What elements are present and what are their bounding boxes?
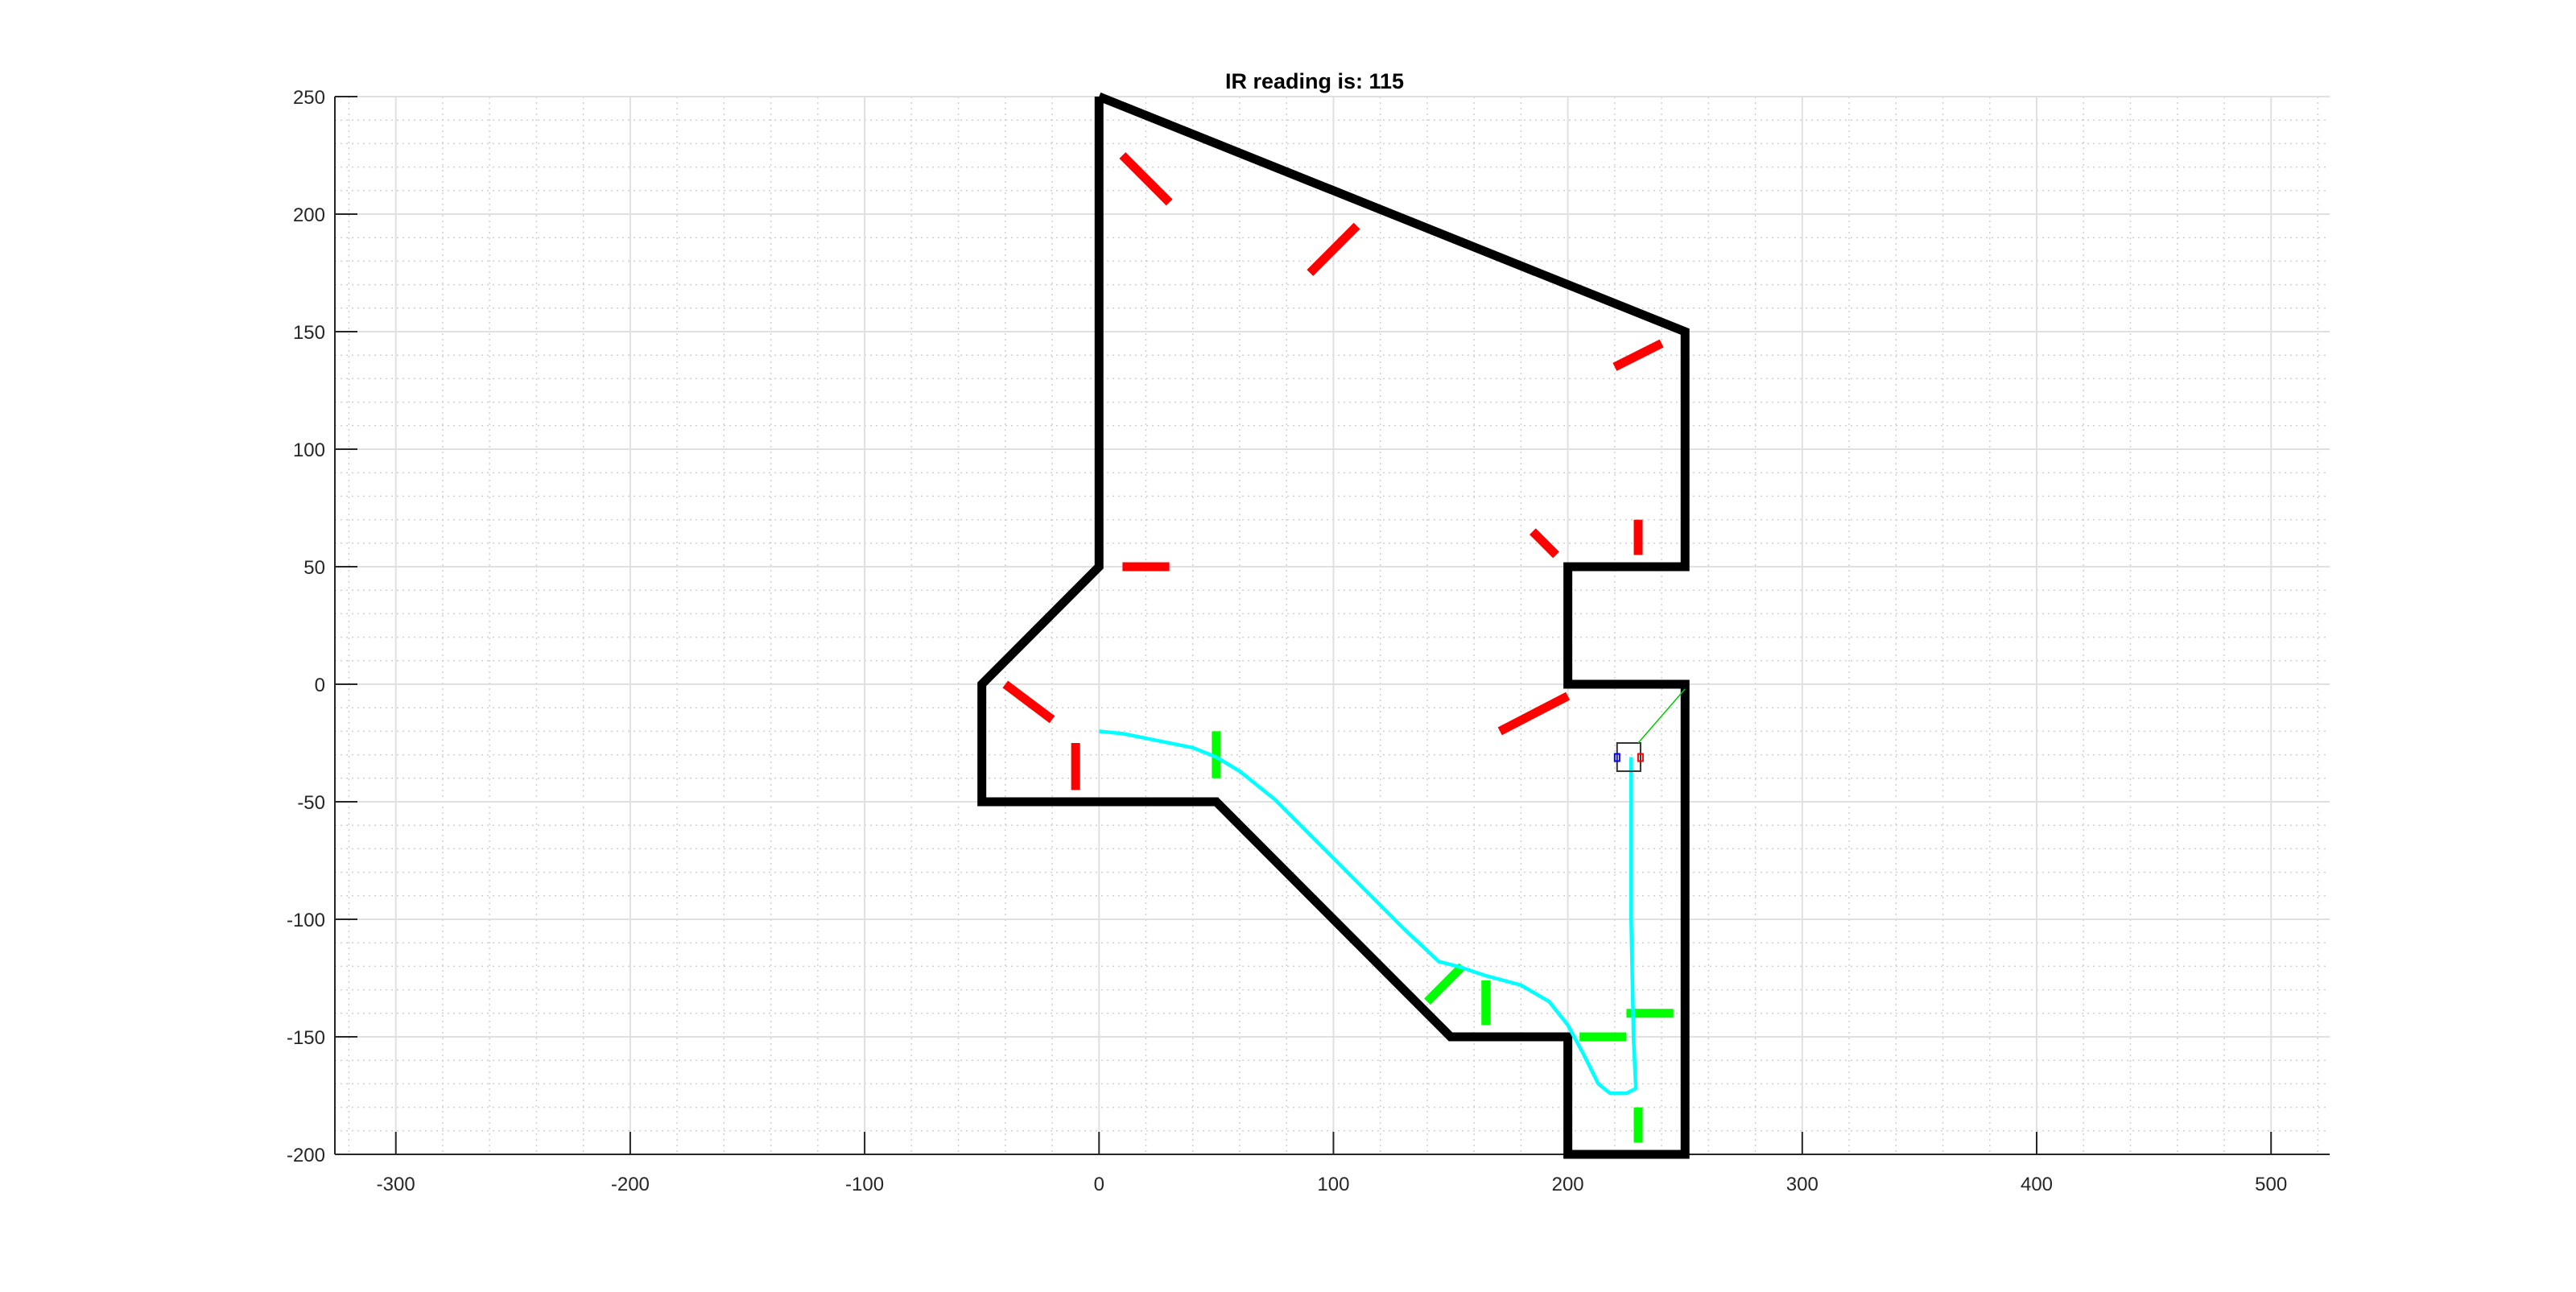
red-obstacle-segment xyxy=(1612,339,1664,371)
red-obstacle-segment xyxy=(1530,528,1559,559)
y-tick-label: -200 xyxy=(287,1145,325,1166)
y-tick-label: -50 xyxy=(297,792,325,814)
x-tick-label: 500 xyxy=(2255,1174,2287,1195)
red-obstacle-segment xyxy=(1002,680,1055,724)
green-marker-segment xyxy=(1424,963,1466,1005)
y-tick-label: 0 xyxy=(315,675,325,696)
robot-left-wheel xyxy=(1613,753,1620,762)
plot-content xyxy=(977,92,1690,1159)
y-tick-label: 200 xyxy=(293,204,325,226)
robot-path xyxy=(1099,729,1638,1096)
robot-body xyxy=(1616,742,1641,773)
grid xyxy=(334,96,2330,1155)
red-obstacle-segment xyxy=(1307,222,1360,276)
x-tick-label: -300 xyxy=(377,1174,415,1195)
robot-right-wheel xyxy=(1637,753,1644,762)
red-obstacle-segment xyxy=(1119,152,1173,206)
y-tick-label: 250 xyxy=(293,87,325,109)
y-tick-label: -100 xyxy=(287,910,325,931)
tick-labels: -300 -200 -100 0 100 200 300 400 500-200-150-100… xyxy=(287,87,2287,1195)
red-obstacle-segment xyxy=(1497,691,1571,736)
x-tick-label: -100 xyxy=(845,1174,884,1195)
y-tick-label: 150 xyxy=(293,322,325,344)
chart-title: IR reading is: 115 xyxy=(1225,69,1404,93)
x-tick-label: 300 xyxy=(1786,1174,1818,1195)
x-tick-label: 200 xyxy=(1552,1174,1584,1195)
y-tick-label: 50 xyxy=(303,557,325,579)
y-tick-label: -150 xyxy=(287,1027,325,1049)
x-tick-label: 400 xyxy=(2021,1174,2053,1195)
x-tick-label: 0 xyxy=(1094,1174,1104,1195)
x-tick-label: 100 xyxy=(1317,1174,1349,1195)
ir-ray xyxy=(1637,688,1686,744)
y-tick-label: 100 xyxy=(293,440,325,461)
wall xyxy=(977,92,1690,1159)
x-tick-label: -200 xyxy=(611,1174,650,1195)
